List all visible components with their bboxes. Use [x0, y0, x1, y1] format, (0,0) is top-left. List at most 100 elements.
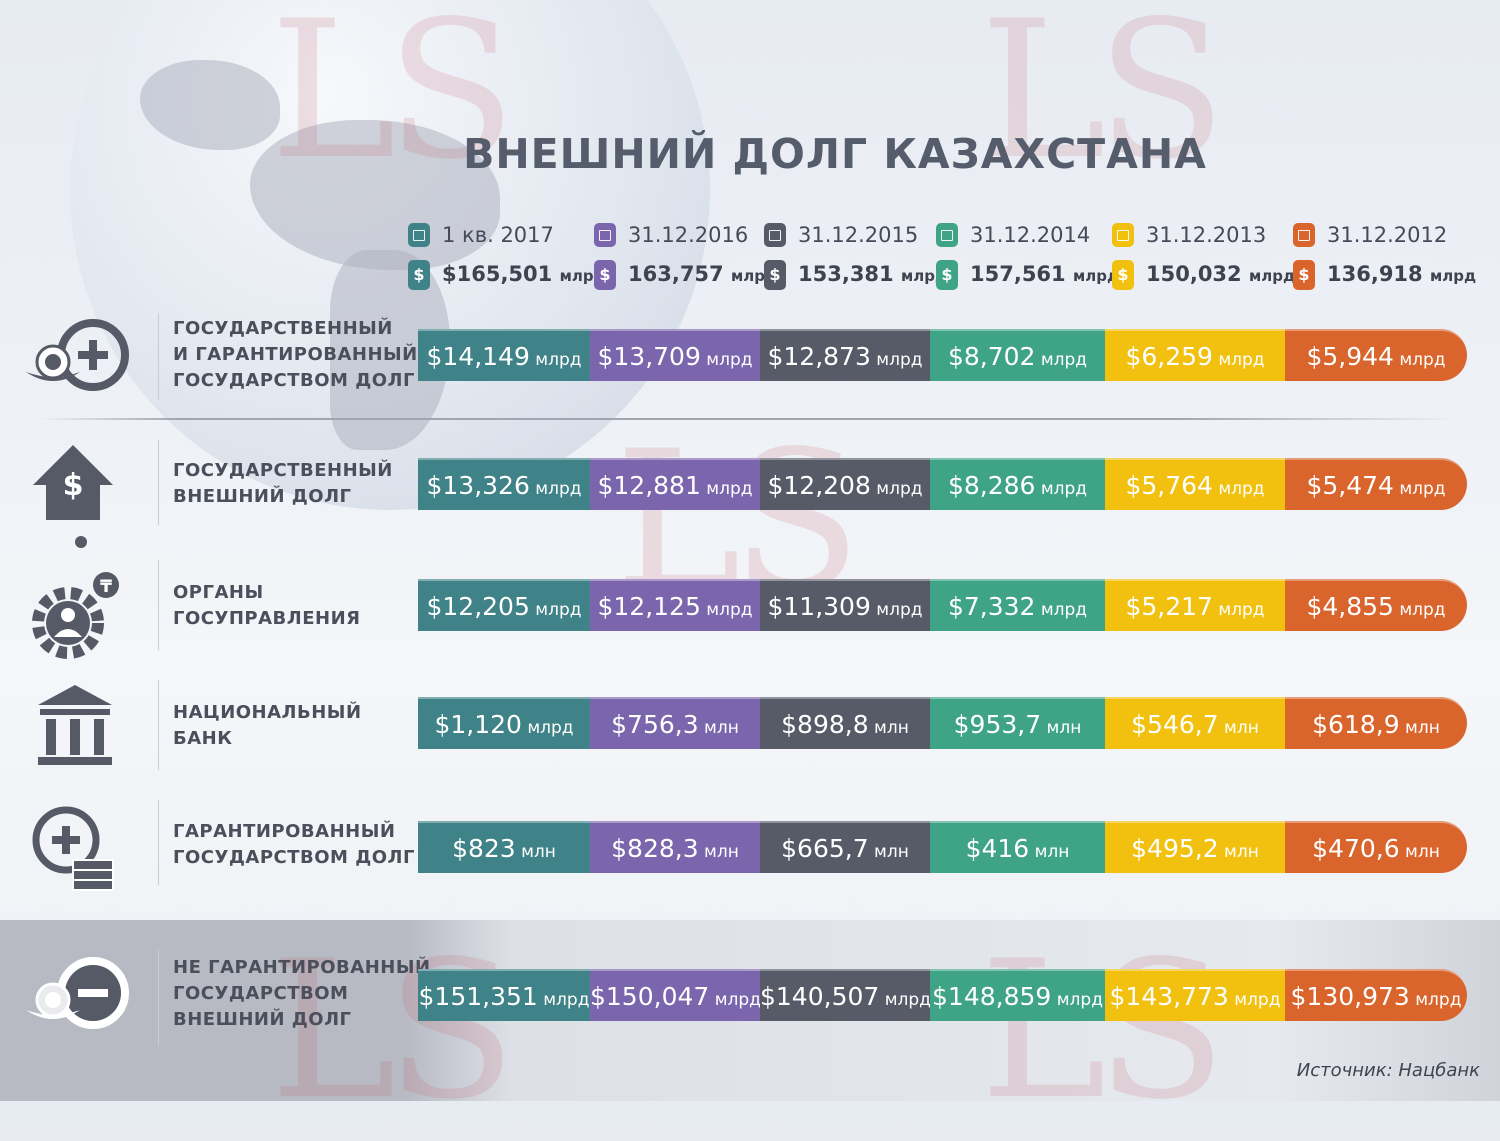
value-amount: $8,702	[947, 342, 1036, 371]
value-pill: $14,149 млрд	[418, 329, 590, 381]
value-amount: $13,326	[426, 471, 530, 500]
value-pill: $13,326 млрд	[418, 458, 590, 510]
value-amount: $953,7	[953, 710, 1042, 739]
row-divider	[158, 680, 159, 770]
value-unit: млрд	[529, 600, 582, 620]
period-total: 150,032 млрд	[1146, 262, 1296, 286]
value-pill: $12,205 млрд	[418, 579, 590, 631]
value-amount: $665,7	[781, 834, 869, 863]
row-label-line: НАЦИОНАЛЬНЫЙ	[173, 702, 362, 723]
row-label-line: БАНК	[173, 728, 233, 749]
value-amount: $130,973	[1290, 982, 1410, 1011]
value-unit: млрд	[1035, 479, 1088, 499]
value-pill: $143,773 млрд	[1105, 969, 1285, 1021]
period-header: 31.12.2013 $150,032 млрд	[1112, 220, 1295, 292]
row-label: НЕ ГАРАНТИРОВАННЫЙ ГОСУДАРСТВОМ ВНЕШНИЙ ДО…	[173, 955, 431, 1033]
value-pill: $12,873 млрд	[760, 329, 930, 381]
row-label: НАЦИОНАЛЬНЫЙ БАНК	[173, 700, 362, 752]
row-label-line: ОРГАНЫ	[173, 582, 264, 603]
watermark: LS	[980, 920, 1226, 1141]
value-unit: млрд	[1409, 990, 1462, 1010]
value-pill: $12,208 млрд	[760, 458, 930, 510]
calendar-icon	[594, 223, 616, 247]
value-unit: млрд	[700, 479, 753, 499]
svg-text:$: $	[63, 468, 84, 503]
value-unit: млрд	[700, 350, 753, 370]
value-pill: $8,702 млрд	[930, 329, 1105, 381]
row-label: ОРГАНЫ ГОСУПРАВЛЕНИЯ	[173, 580, 361, 632]
value-unit: млрд	[709, 990, 761, 1010]
period-date: 1 кв. 2017	[442, 223, 554, 247]
period-total: 163,757 млрд	[628, 262, 778, 286]
value-amount: $12,881	[597, 471, 701, 500]
value-pill: $898,8 млн	[760, 697, 930, 749]
source-note: Источник: Нацбанк	[1296, 1060, 1480, 1081]
value-amount: $416	[965, 834, 1030, 863]
value-unit: млрд	[879, 990, 931, 1010]
value-amount: $7,332	[947, 592, 1036, 621]
value-pill: $130,973 млрд	[1285, 969, 1467, 1021]
value-unit: млрд	[1051, 990, 1103, 1010]
value-amount: $898,8	[781, 710, 869, 739]
row-divider	[158, 440, 159, 525]
value-unit: млн	[868, 718, 909, 738]
value-amount: $12,208	[767, 471, 871, 500]
period-total: 153,381 млрд	[798, 262, 948, 286]
value-pill: $823 млн	[418, 821, 590, 873]
value-pill: $546,7 млн	[1105, 697, 1285, 749]
value-pill: $8,286 млрд	[930, 458, 1105, 510]
dollar-house-arrows-icon: $	[33, 445, 113, 548]
value-pill: $13,709 млрд	[590, 329, 760, 381]
value-unit: млрд	[1035, 350, 1088, 370]
value-amount: $5,764	[1125, 471, 1213, 500]
value-unit: млн	[1399, 718, 1440, 738]
row-divider	[158, 950, 159, 1045]
dollar-icon: $	[936, 260, 958, 290]
row-label-line: ГОСУДАРСТВОМ	[173, 983, 349, 1004]
value-pill: $6,259 млрд	[1105, 329, 1285, 381]
value-unit: млрд	[1393, 600, 1446, 620]
value-unit: млн	[1399, 842, 1440, 862]
value-pill: $756,3 млн	[590, 697, 760, 749]
calendar-icon	[1112, 223, 1134, 247]
value-unit: млн	[1041, 718, 1082, 738]
value-unit: млрд	[1035, 600, 1088, 620]
period-date: 31.12.2012	[1327, 223, 1448, 247]
value-pill: $416 млн	[930, 821, 1105, 873]
value-unit: млрд	[521, 718, 574, 738]
value-pill: $148,859 млрд	[930, 969, 1105, 1021]
period-total: $165,501 млрд	[442, 262, 606, 286]
row-label-line: НЕ ГАРАНТИРОВАННЫЙ	[173, 957, 431, 978]
period-header: 31.12.2016 $163,757 млрд	[594, 220, 777, 292]
value-amount: $5,474	[1306, 471, 1394, 500]
row-divider	[158, 560, 159, 650]
value-unit: млрд	[1393, 479, 1446, 499]
value-amount: $12,873	[767, 342, 871, 371]
value-pill: $5,764 млрд	[1105, 458, 1285, 510]
row-label-line: ГОСУДАРСТВОМ ДОЛГ	[173, 847, 415, 868]
period-date: 31.12.2015	[798, 223, 919, 247]
row-divider	[158, 800, 159, 885]
value-pill: $4,855 млрд	[1285, 579, 1467, 631]
value-pill: $150,047 млрд	[590, 969, 761, 1021]
value-pill: $12,125 млрд	[590, 579, 760, 631]
value-unit: млн	[1218, 842, 1259, 862]
emblem-minus-icon	[26, 957, 129, 1029]
value-amount: $151,351	[418, 982, 538, 1011]
section-separator	[40, 418, 1460, 420]
row-label-line: ГАРАНТИРОВАННЫЙ	[173, 821, 396, 842]
page-title: ВНЕШНИЙ ДОЛГ КАЗАХСТАНА	[463, 130, 1207, 178]
value-pill: $953,7 млн	[930, 697, 1105, 749]
row-label-line: ГОСУДАРСТВЕННЫЙ	[173, 460, 393, 481]
emblem-plus-icon	[26, 319, 129, 391]
value-amount: $4,855	[1306, 592, 1394, 621]
value-pill: $828,3 млн	[590, 821, 760, 873]
value-unit: млрд	[870, 350, 923, 370]
row-label: ГАРАНТИРОВАННЫЙ ГОСУДАРСТВОМ ДОЛГ	[173, 819, 415, 871]
period-header: 1 кв. 2017 $ $165,501 млрд	[408, 220, 606, 292]
continent-shape	[250, 120, 500, 270]
gear-person-tenge-icon: ₸	[32, 572, 119, 659]
row-label-line: ГОСУПРАВЛЕНИЯ	[173, 608, 361, 629]
value-amount: $148,859	[932, 982, 1052, 1011]
value-amount: $6,259	[1125, 342, 1213, 371]
